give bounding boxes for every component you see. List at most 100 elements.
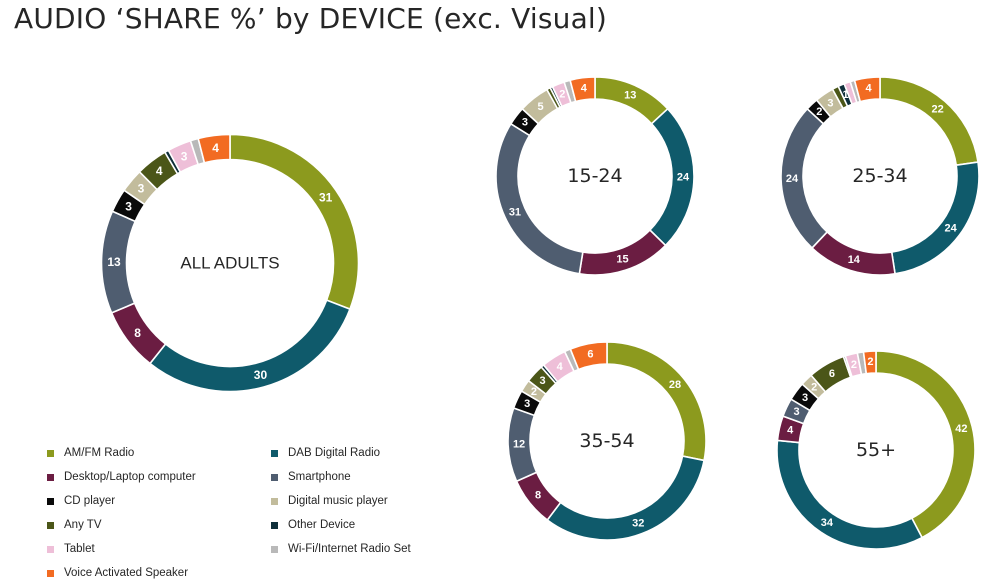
data-label: 22 bbox=[932, 104, 944, 116]
data-label: 32 bbox=[632, 517, 644, 529]
data-label: 28 bbox=[669, 379, 681, 391]
data-label: 3 bbox=[802, 392, 808, 404]
slice-voice-activated-speaker bbox=[197, 133, 231, 164]
legend-swatch bbox=[47, 545, 54, 553]
slice-am-fm-radio bbox=[229, 133, 360, 311]
legend-item: Tablet bbox=[47, 543, 95, 555]
legend-item: DAB Digital Radio bbox=[271, 447, 380, 459]
data-label: 5 bbox=[538, 101, 544, 113]
chart-title: 25-34 bbox=[852, 165, 907, 187]
legend-label: Wi-Fi/Internet Radio Set bbox=[288, 543, 411, 555]
data-label: 3 bbox=[524, 398, 530, 410]
data-label: 31 bbox=[509, 207, 521, 219]
legend-swatch bbox=[271, 473, 278, 481]
data-label: 14 bbox=[848, 254, 861, 266]
page-title: AUDIO ‘SHARE %’ by DEVICE (exc. Visual) bbox=[14, 2, 608, 35]
legend-label: Tablet bbox=[64, 543, 95, 555]
legend-label: Any TV bbox=[64, 519, 102, 531]
legend-item: Digital music player bbox=[271, 495, 388, 507]
legend-label: Desktop/Laptop computer bbox=[64, 471, 196, 483]
data-label: 3 bbox=[181, 149, 188, 163]
data-label: 2 bbox=[851, 359, 857, 371]
data-label: 6 bbox=[587, 349, 593, 361]
data-label: 2 bbox=[559, 88, 565, 100]
data-label: 4 bbox=[866, 83, 873, 95]
data-label: 4 bbox=[212, 141, 219, 155]
legend-item: Desktop/Laptop computer bbox=[47, 471, 196, 483]
data-label: 12 bbox=[513, 438, 525, 450]
legend-swatch bbox=[47, 521, 54, 529]
data-label: 2 bbox=[531, 386, 537, 398]
data-label: 13 bbox=[624, 89, 636, 101]
chart-title: 35-54 bbox=[579, 430, 634, 452]
slice-voice-activated-speaker bbox=[569, 341, 608, 371]
legend-item: AM/FM Radio bbox=[47, 447, 134, 459]
legend-swatch bbox=[271, 545, 278, 553]
data-label: 3 bbox=[540, 375, 546, 387]
legend-label: Voice Activated Speaker bbox=[64, 567, 189, 579]
legend-swatch bbox=[47, 473, 54, 481]
data-label: 1 bbox=[842, 89, 848, 101]
data-label: 42 bbox=[955, 423, 967, 435]
data-label: 24 bbox=[786, 173, 799, 185]
legend-swatch bbox=[271, 521, 278, 529]
data-label: 4 bbox=[557, 361, 564, 373]
data-label: 31 bbox=[319, 190, 333, 204]
legend-swatch bbox=[47, 569, 54, 577]
slice-dab-digital-radio bbox=[148, 299, 351, 393]
data-label: 34 bbox=[821, 517, 834, 529]
data-label: 4 bbox=[787, 425, 794, 437]
slice-desktop-laptop-computer bbox=[578, 228, 667, 276]
legend-swatch bbox=[47, 449, 54, 457]
data-label: 2 bbox=[867, 356, 873, 368]
legend-item: Other Device bbox=[271, 519, 355, 531]
legend-item: CD player bbox=[47, 495, 115, 507]
chart-title: ALL ADULTS bbox=[180, 254, 279, 273]
slice-smartphone bbox=[495, 122, 584, 275]
data-label: 8 bbox=[134, 326, 141, 340]
legend-item: Wi-Fi/Internet Radio Set bbox=[271, 543, 411, 555]
data-label: 3 bbox=[522, 117, 528, 129]
slice-dab-digital-radio bbox=[546, 455, 706, 541]
legend-item: Any TV bbox=[47, 519, 102, 531]
chart-title: 15-24 bbox=[567, 165, 622, 187]
data-label: 13 bbox=[107, 255, 121, 269]
slice-dab-digital-radio bbox=[776, 439, 924, 550]
legend-label: DAB Digital Radio bbox=[288, 447, 381, 459]
legend-item: Smartphone bbox=[271, 471, 351, 483]
legend-label: AM/FM Radio bbox=[64, 447, 135, 459]
data-label: 30 bbox=[254, 368, 268, 382]
slice-am-fm-radio bbox=[879, 76, 979, 167]
data-label: 2 bbox=[816, 106, 822, 118]
data-label: 4 bbox=[581, 83, 588, 95]
data-label: 3 bbox=[125, 200, 132, 214]
legend-label: Other Device bbox=[288, 519, 356, 531]
data-label: 3 bbox=[827, 97, 833, 109]
data-label: 2 bbox=[811, 381, 817, 393]
data-label: 3 bbox=[138, 182, 145, 196]
legend-swatch bbox=[271, 497, 278, 505]
legend-label: Smartphone bbox=[288, 471, 351, 483]
legend-swatch bbox=[271, 449, 278, 457]
data-label: 24 bbox=[677, 171, 690, 183]
legend-item: Voice Activated Speaker bbox=[47, 567, 188, 579]
data-label: 4 bbox=[156, 164, 163, 178]
data-label: 8 bbox=[535, 490, 541, 502]
slice-voice-activated-speaker bbox=[569, 76, 596, 103]
chart-title: 55+ bbox=[856, 439, 896, 461]
data-label: 15 bbox=[616, 254, 628, 266]
legend-swatch bbox=[47, 497, 54, 505]
slice-voice-activated-speaker bbox=[862, 350, 877, 375]
slice-voice-activated-speaker bbox=[853, 76, 881, 103]
data-label: 3 bbox=[793, 406, 799, 418]
data-label: 24 bbox=[945, 222, 958, 234]
legend-label: CD player bbox=[64, 495, 116, 507]
data-label: 6 bbox=[829, 368, 835, 380]
legend-label: Digital music player bbox=[288, 495, 388, 507]
